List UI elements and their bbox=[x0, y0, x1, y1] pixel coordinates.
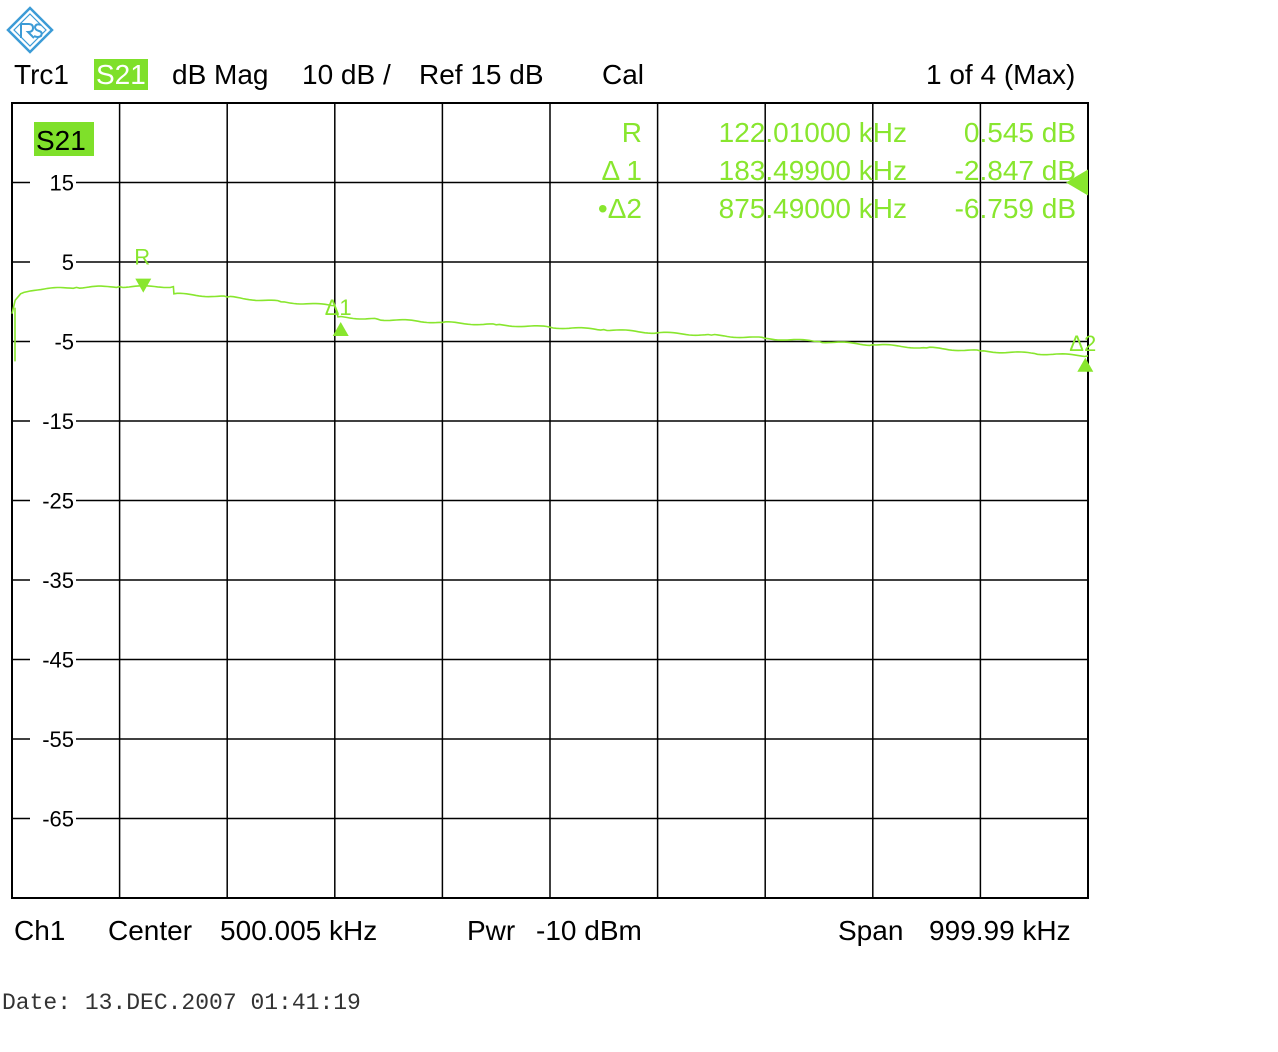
readout-marker-value: -2.847 dB bbox=[955, 155, 1076, 186]
ytick-label: -45 bbox=[42, 648, 74, 673]
marker-delta-triangle bbox=[1077, 357, 1094, 372]
ytick-label-bg bbox=[30, 646, 76, 673]
ytick-label-bg bbox=[30, 408, 76, 434]
power-label: Pwr bbox=[467, 915, 516, 946]
power-value: -10 dBm bbox=[536, 915, 642, 946]
cal-label: Cal bbox=[602, 59, 645, 90]
ytick-label-bg bbox=[30, 805, 76, 832]
rohde-schwarz-logo-icon bbox=[6, 6, 54, 54]
marker-delta-triangle bbox=[332, 322, 349, 337]
ytick-label: -15 bbox=[42, 409, 74, 434]
ytick-label-bg bbox=[30, 726, 76, 752]
ytick-label: 5 bbox=[62, 250, 74, 275]
ytick-label-bg bbox=[30, 169, 76, 196]
marker-delta-label: Δ2 bbox=[1069, 331, 1096, 356]
ytick-label-bg bbox=[30, 487, 76, 514]
readout-marker-freq: 183.49900 kHz bbox=[719, 155, 907, 186]
marker-r-label: R bbox=[134, 245, 150, 270]
readout-marker-value: -6.759 dB bbox=[955, 193, 1076, 224]
timestamp: Date: 13.DEC.2007 01:41:19 bbox=[2, 990, 361, 1016]
readout-marker-freq: 122.01000 kHz bbox=[719, 117, 907, 148]
ytick-label-bg bbox=[30, 328, 76, 355]
scale-label: 10 dB / bbox=[302, 59, 391, 90]
ytick-label-bg bbox=[30, 567, 76, 593]
ytick-label: -65 bbox=[42, 807, 74, 832]
ytick-label: -55 bbox=[42, 727, 74, 752]
span-label: Span bbox=[838, 915, 904, 946]
ytick-label: -35 bbox=[42, 568, 74, 593]
readout-marker-freq: 875.49000 kHz bbox=[719, 193, 907, 224]
readout-marker-name: Δ 1 bbox=[601, 155, 642, 186]
center-label: Center bbox=[108, 915, 193, 946]
page-label: 1 of 4 (Max) bbox=[926, 59, 1076, 90]
center-value: 500.005 kHz bbox=[220, 915, 378, 946]
format-label: dB Mag bbox=[172, 59, 269, 90]
ytick-label-bg bbox=[30, 249, 76, 275]
trace-label: Trc1 bbox=[14, 59, 69, 90]
readout-marker-name: R bbox=[622, 117, 642, 148]
trace-badge-bg bbox=[34, 122, 94, 156]
param-highlight: S21 bbox=[94, 59, 148, 90]
ytick-label: 15 bbox=[50, 171, 74, 196]
marker-delta-label: Δ1 bbox=[325, 295, 352, 320]
plot-frame bbox=[11, 102, 1089, 899]
param-label: S21 bbox=[94, 58, 148, 92]
channel-label: Ch1 bbox=[14, 915, 66, 946]
ytick-label: -25 bbox=[42, 489, 74, 514]
ytick-label: -5 bbox=[54, 330, 74, 355]
reference-level-arrow bbox=[1066, 169, 1088, 196]
span-value: 999.99 kHz bbox=[929, 915, 1071, 946]
ref-label: Ref 15 dB bbox=[419, 59, 544, 90]
trace-badge-label: S21 bbox=[36, 125, 86, 156]
readout-marker-value: 0.545 dB bbox=[964, 117, 1076, 148]
s21-trace-line bbox=[11, 284, 1089, 358]
marker-r-triangle bbox=[135, 278, 152, 293]
readout-marker-name: •Δ2 bbox=[598, 193, 642, 224]
